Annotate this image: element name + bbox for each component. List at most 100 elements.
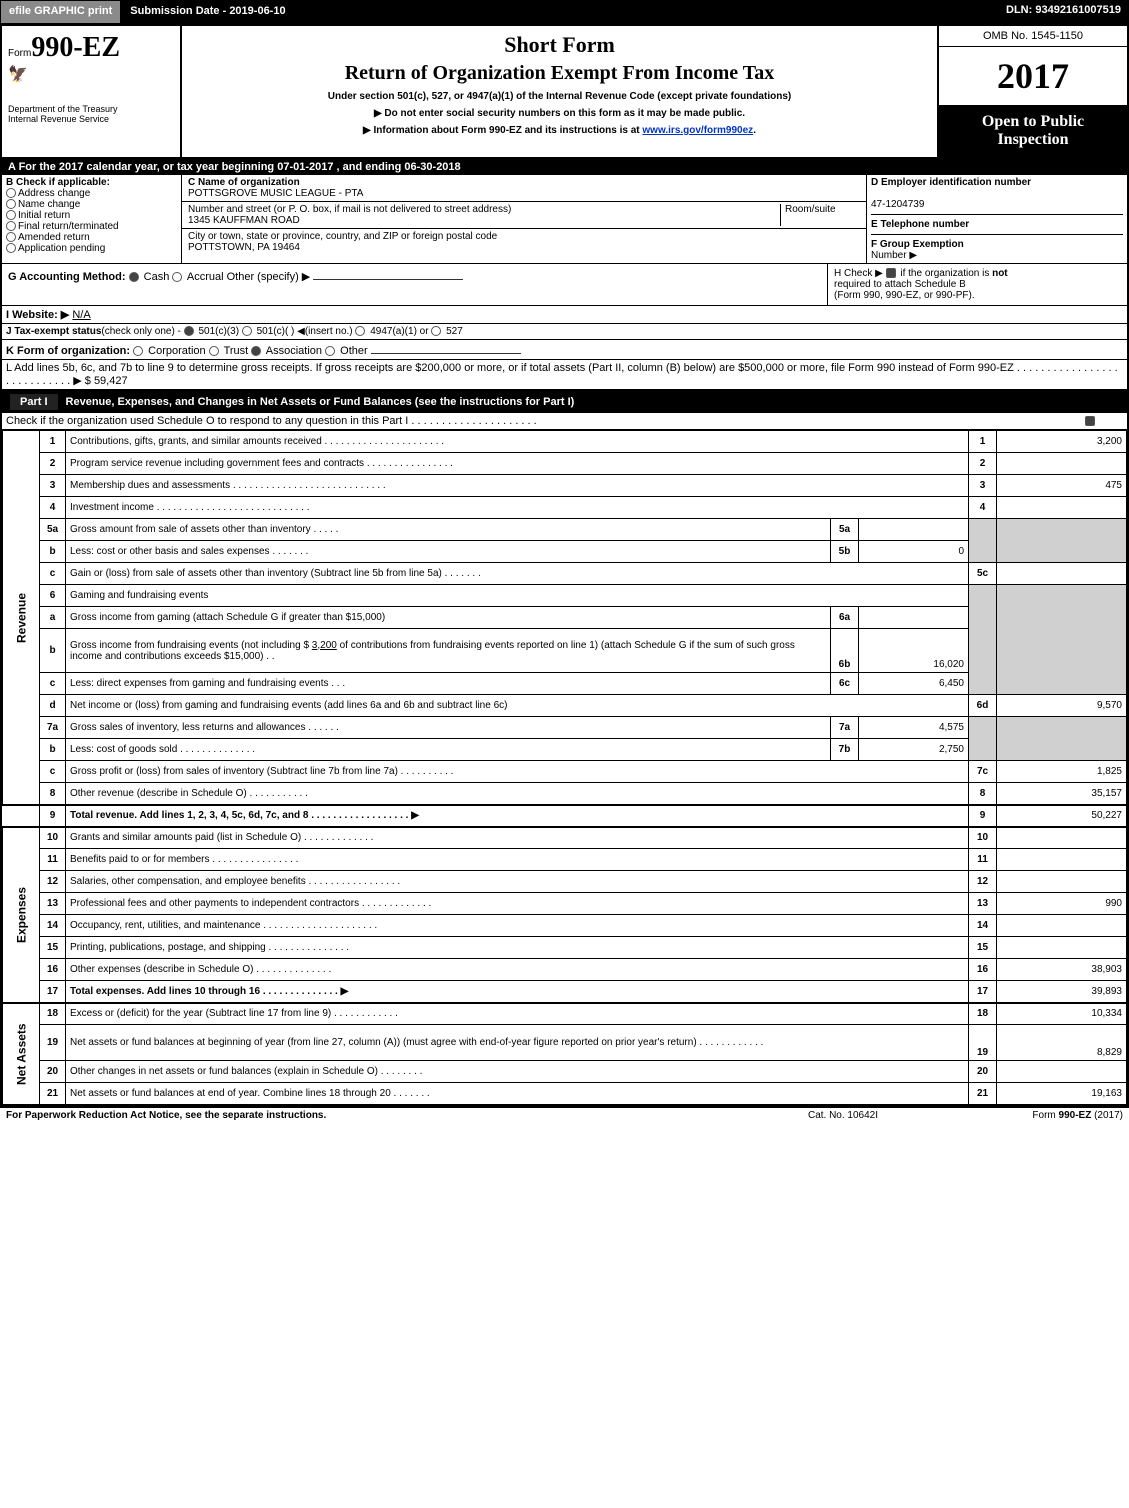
opt-cash: Cash (144, 271, 170, 283)
chk-501c3[interactable] (184, 326, 194, 336)
chk-final-return[interactable]: Final return/terminated (6, 221, 177, 232)
section-a-bar: A For the 2017 calendar year, or tax yea… (2, 159, 1127, 175)
chk-501c[interactable] (242, 326, 252, 336)
header-col-center: Short Form Return of Organization Exempt… (182, 26, 937, 157)
line-21: 21 Net assets or fund balances at end of… (3, 1083, 1127, 1105)
opt-corporation: Corporation (148, 345, 205, 357)
footer-right-post: (2017) (1091, 1110, 1123, 1121)
chk-cash[interactable] (129, 272, 139, 282)
l1-ln: 1 (969, 431, 997, 453)
sec-f-label2: Number ▶ (871, 250, 917, 261)
line-14: 14 Occupancy, rent, utilities, and maint… (3, 915, 1127, 937)
line-5c: c Gain or (loss) from sale of assets oth… (3, 563, 1127, 585)
sec-h-post: if the organization is (900, 268, 992, 279)
chk-name-change[interactable]: Name change (6, 199, 177, 210)
l16-ln: 16 (969, 959, 997, 981)
l8-desc: Other revenue (describe in Schedule O) .… (66, 783, 969, 805)
other-specify-input[interactable] (313, 268, 463, 280)
l6b-amt: 3,200 (312, 640, 337, 651)
l4-ln: 4 (969, 497, 997, 519)
irs-seal-icon: 🦅 (8, 64, 174, 84)
footer-mid: Cat. No. 10642I (743, 1110, 943, 1121)
room-suite: Room/suite (780, 204, 860, 226)
shade-5v (997, 519, 1127, 563)
org-name: POTTSGROVE MUSIC LEAGUE - PTA (188, 188, 363, 199)
l1-num: 1 (40, 431, 66, 453)
line-7a: 7a Gross sales of inventory, less return… (3, 717, 1127, 739)
line-11: 11 Benefits paid to or for members . . .… (3, 849, 1127, 871)
chk-address-change[interactable]: Address change (6, 188, 177, 199)
l6a-num: a (40, 607, 66, 629)
chk-trust[interactable] (209, 346, 219, 356)
l7c-desc: Gross profit or (loss) from sales of inv… (66, 761, 969, 783)
chk-initial-return[interactable]: Initial return (6, 210, 177, 221)
l10-desc: Grants and similar amounts paid (list in… (66, 827, 969, 849)
chk-schedule-b[interactable] (886, 268, 896, 278)
l6d-val: 9,570 (997, 695, 1127, 717)
irs-link[interactable]: www.irs.gov/form990ez (642, 125, 753, 136)
l7c-num: c (40, 761, 66, 783)
chk-amended-return[interactable]: Amended return (6, 232, 177, 243)
form-body: Form990-EZ 🦅 Department of the Treasury … (0, 24, 1129, 1107)
l7a-sub: 7a (831, 717, 859, 739)
section-bcdef: B Check if applicable: Address change Na… (2, 175, 1127, 264)
footer-left: For Paperwork Reduction Act Notice, see … (6, 1110, 743, 1121)
shade-5 (969, 519, 997, 563)
sec-h-not: not (992, 268, 1008, 279)
sec-j-label: J Tax-exempt status (6, 326, 101, 337)
chk-accrual[interactable] (172, 272, 182, 282)
line-10: Expenses 10 Grants and similar amounts p… (3, 827, 1127, 849)
line-7b: b Less: cost of goods sold . . . . . . .… (3, 739, 1127, 761)
l7b-num: b (40, 739, 66, 761)
sec-b-title: B Check if applicable: (6, 177, 177, 188)
chk-corporation[interactable] (133, 346, 143, 356)
line-20: 20 Other changes in net assets or fund b… (3, 1061, 1127, 1083)
part-i-bar: Part I Revenue, Expenses, and Changes in… (2, 391, 1127, 413)
l17-val: 39,893 (997, 981, 1127, 1003)
l12-desc: Salaries, other compensation, and employ… (66, 871, 969, 893)
l13-ln: 13 (969, 893, 997, 915)
arrow-ssn: ▶ Do not enter social security numbers o… (192, 108, 927, 119)
sec-g-label: G Accounting Method: (8, 271, 126, 283)
l1-desc: Contributions, gifts, grants, and simila… (66, 431, 969, 453)
l18-ln: 18 (969, 1003, 997, 1025)
l5c-num: c (40, 563, 66, 585)
footer-right: Form 990-EZ (2017) (943, 1110, 1123, 1121)
form-prefix: Form (8, 48, 31, 59)
section-h: H Check ▶ if the organization is not req… (827, 264, 1127, 305)
top-bar: efile GRAPHIC print Submission Date - 20… (0, 0, 1129, 24)
ein-value: 47-1204739 (871, 199, 924, 210)
org-city: POTTSTOWN, PA 19464 (188, 242, 300, 253)
sec-d-label: D Employer identification number (871, 177, 1031, 188)
line-6a: a Gross income from gaming (attach Sched… (3, 607, 1127, 629)
l5c-ln: 5c (969, 563, 997, 585)
arrow-info-post: . (753, 125, 756, 136)
l21-ln: 21 (969, 1083, 997, 1105)
chk-application-pending[interactable]: Application pending (6, 243, 177, 254)
l8-val: 35,157 (997, 783, 1127, 805)
sec-h-pre: H Check ▶ (834, 268, 886, 279)
l20-ln: 20 (969, 1061, 997, 1083)
chk-schedule-o[interactable] (1085, 416, 1095, 426)
section-i: I Website: ▶ N/A (2, 306, 1127, 324)
page-footer: For Paperwork Reduction Act Notice, see … (0, 1107, 1129, 1123)
l7b-desc: Less: cost of goods sold . . . . . . . .… (66, 739, 831, 761)
line-6b: b Gross income from fundraising events (… (3, 629, 1127, 673)
chk-527[interactable] (431, 326, 441, 336)
chk-other-org[interactable] (325, 346, 335, 356)
l21-num: 21 (40, 1083, 66, 1105)
chk-4947[interactable] (355, 326, 365, 336)
l2-num: 2 (40, 453, 66, 475)
other-org-input[interactable] (371, 342, 521, 354)
line-15: 15 Printing, publications, postage, and … (3, 937, 1127, 959)
topbar-spacer (295, 0, 998, 24)
section-d: D Employer identification number 47-1204… (871, 177, 1123, 215)
tax-year-end: 06-30-2018 (404, 161, 460, 173)
l6c-sub: 6c (831, 673, 859, 695)
expenses-vlabel: Expenses (3, 827, 40, 1003)
efile-print-button[interactable]: efile GRAPHIC print (0, 0, 121, 24)
l14-desc: Occupancy, rent, utilities, and maintena… (66, 915, 969, 937)
chk-association[interactable] (251, 346, 261, 356)
short-form-title: Short Form (192, 32, 927, 58)
l2-val (997, 453, 1127, 475)
